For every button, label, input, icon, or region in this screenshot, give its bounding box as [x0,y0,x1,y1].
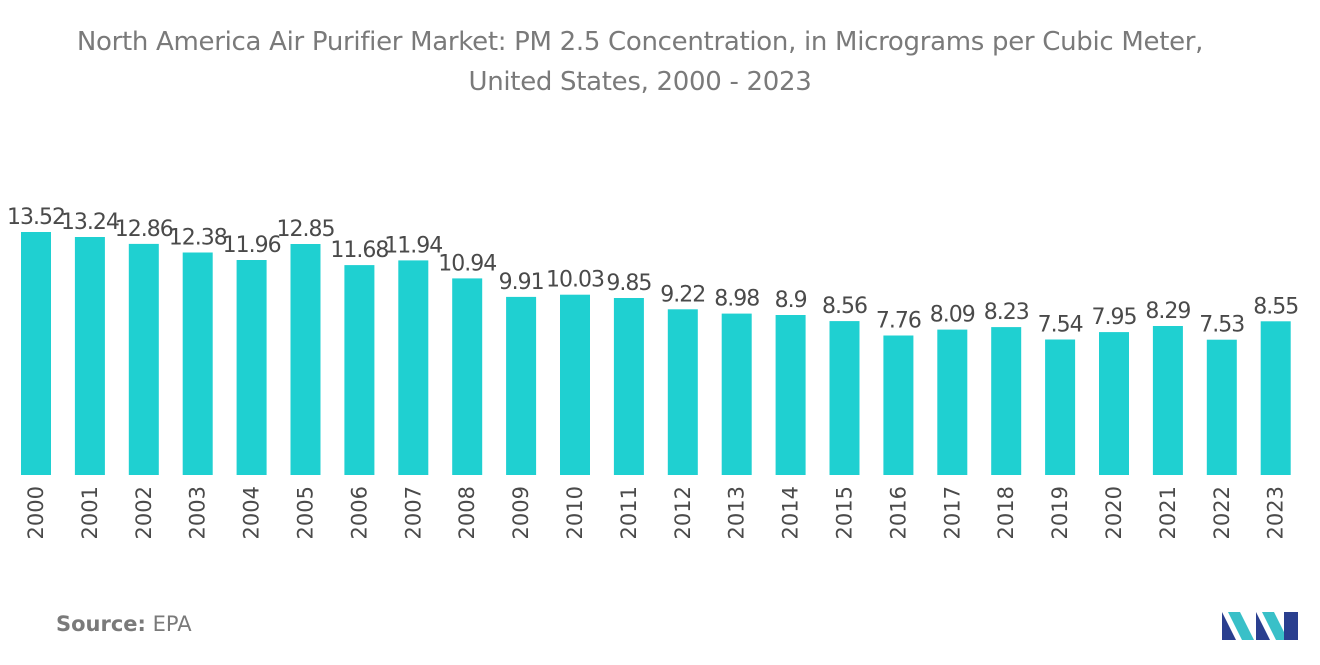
value-label-2005: 12.85 [277,217,335,242]
value-label-2003: 12.38 [169,226,227,251]
value-label-2002: 12.86 [115,217,173,242]
bar-2000 [21,232,51,475]
value-label-2014: 8.9 [775,288,807,313]
logo-shape-end [1284,612,1298,640]
tick-label-2005: 2005 [294,486,318,539]
value-label-2004: 11.96 [223,233,281,258]
bar-2002 [128,243,159,475]
tick-label-2001: 2001 [78,486,102,539]
tick-label-2009: 2009 [509,486,533,539]
tick-label-2017: 2017 [940,486,964,539]
chart-title: North America Air Purifier Market: PM 2.… [0,22,1280,102]
x-axis-tick-labels: 2000 2001 2002 2003 2004 2005 2006 2007 2008 2009… [24,486,1288,539]
value-label-2008: 10.94 [438,251,496,276]
tick-label-2014: 2014 [779,486,803,539]
bars-group [21,232,1291,475]
value-label-2017: 8.09 [930,303,975,328]
value-label-2018: 8.23 [984,300,1029,325]
value-labels-group: 13.5213.2412.8612.3811.9612.8511.6811.94… [7,205,1299,338]
logo-shape-left [1222,612,1236,640]
value-label-2007: 11.94 [384,233,442,258]
value-label-2001: 13.24 [61,210,119,235]
bar-2009 [506,296,537,475]
logo-shape-mid-right [1256,612,1270,640]
value-label-2013: 8.98 [714,287,759,312]
logo-shape-mid-left [1228,612,1254,640]
tick-label-2008: 2008 [455,486,479,539]
value-label-2019: 7.54 [1038,313,1083,338]
value-label-2022: 7.53 [1199,313,1244,338]
tick-label-2020: 2020 [1102,486,1126,539]
bar-2014 [775,315,806,475]
bar-2012 [667,309,698,475]
bar-2011 [613,298,644,475]
tick-label-2000: 2000 [24,486,48,539]
bar-2020 [1099,332,1129,475]
bar-2021 [1152,326,1183,475]
value-label-2000: 13.52 [7,205,65,230]
tick-label-2012: 2012 [671,486,695,539]
tick-label-2013: 2013 [725,486,749,539]
tick-label-2022: 2022 [1210,486,1234,539]
bar-2001 [74,237,105,475]
mordor-intelligence-logo-icon [1222,612,1298,640]
value-label-2009: 9.91 [499,270,544,295]
tick-label-2021: 2021 [1156,486,1180,539]
bar-2013 [721,313,752,475]
bar-2003 [182,252,213,475]
tick-label-2003: 2003 [186,486,210,539]
source-value: EPA [152,612,192,636]
bar-2010 [560,294,590,475]
value-label-2021: 8.29 [1145,299,1190,324]
tick-label-2018: 2018 [994,486,1018,539]
source-label: Source: [56,612,146,636]
tick-label-2002: 2002 [132,486,156,539]
tick-label-2011: 2011 [617,486,641,539]
chart-title-line-2: United States, 2000 - 2023 [468,67,812,97]
bar-2005 [290,244,321,475]
value-label-2016: 7.76 [876,309,921,334]
bar-2016 [883,335,914,475]
tick-label-2007: 2007 [401,486,425,539]
bar-2017 [937,329,968,475]
value-label-2010: 10.03 [546,268,604,293]
value-label-2006: 11.68 [330,238,388,263]
bar-2022 [1206,339,1237,475]
tick-label-2023: 2023 [1264,486,1288,539]
bar-2004 [236,260,267,475]
bar-2015 [829,321,860,475]
bar-2006 [344,265,375,475]
source-note: Source: EPA [56,612,192,636]
tick-label-2016: 2016 [886,486,910,539]
tick-label-2006: 2006 [347,486,371,539]
value-label-2020: 7.95 [1092,305,1137,330]
value-label-2015: 8.56 [822,294,867,319]
chart-title-line-1: North America Air Purifier Market: PM 2.… [76,27,1204,57]
bar-2007 [398,260,429,475]
value-label-2012: 9.22 [660,282,705,307]
bar-2018 [991,327,1022,475]
bar-2008 [452,278,483,475]
value-label-2011: 9.85 [606,271,651,296]
bar-2023 [1260,321,1291,475]
tick-label-2019: 2019 [1048,486,1072,539]
tick-label-2004: 2004 [240,486,264,539]
bar-2019 [1045,339,1076,475]
logo-shape-right [1262,612,1288,640]
tick-label-2015: 2015 [833,486,857,539]
value-label-2023: 8.55 [1253,294,1298,319]
tick-label-2010: 2010 [563,486,587,539]
